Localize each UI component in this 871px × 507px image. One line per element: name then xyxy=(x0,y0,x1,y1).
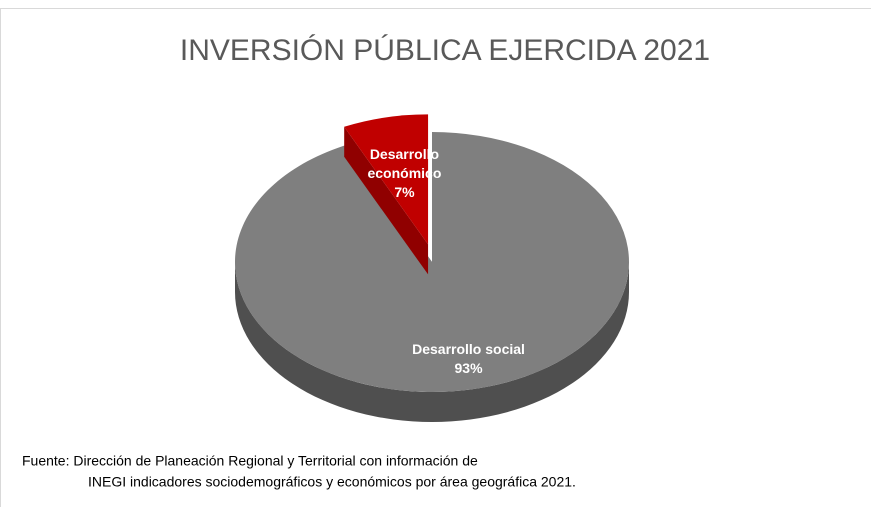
chart-title: INVERSIÓN PÚBLICA EJERCIDA 2021 xyxy=(180,34,710,67)
slice-category: Desarrollo social xyxy=(412,340,525,357)
chart-frame xyxy=(0,8,871,507)
slice-value: 7% xyxy=(394,183,415,200)
data-label-box: Desarrollo social 93% xyxy=(389,340,549,378)
source-note: INEGI indicadores sociodemográficos y ec… xyxy=(88,474,576,490)
slice xyxy=(344,114,429,245)
source-note: Fuente: Dirección de Planeación Regional… xyxy=(22,453,478,469)
data-label: Desarrollo social 93% xyxy=(389,340,549,378)
data-label: Desarrollo económico 7% xyxy=(359,145,449,202)
slice-side xyxy=(235,262,629,422)
slice xyxy=(234,132,629,392)
slice-value: 93% xyxy=(454,359,483,376)
slice-category: Desarrollo económico xyxy=(367,145,442,181)
slice-face xyxy=(344,126,429,275)
data-label-box: Desarrollo económico 7% xyxy=(359,145,449,202)
